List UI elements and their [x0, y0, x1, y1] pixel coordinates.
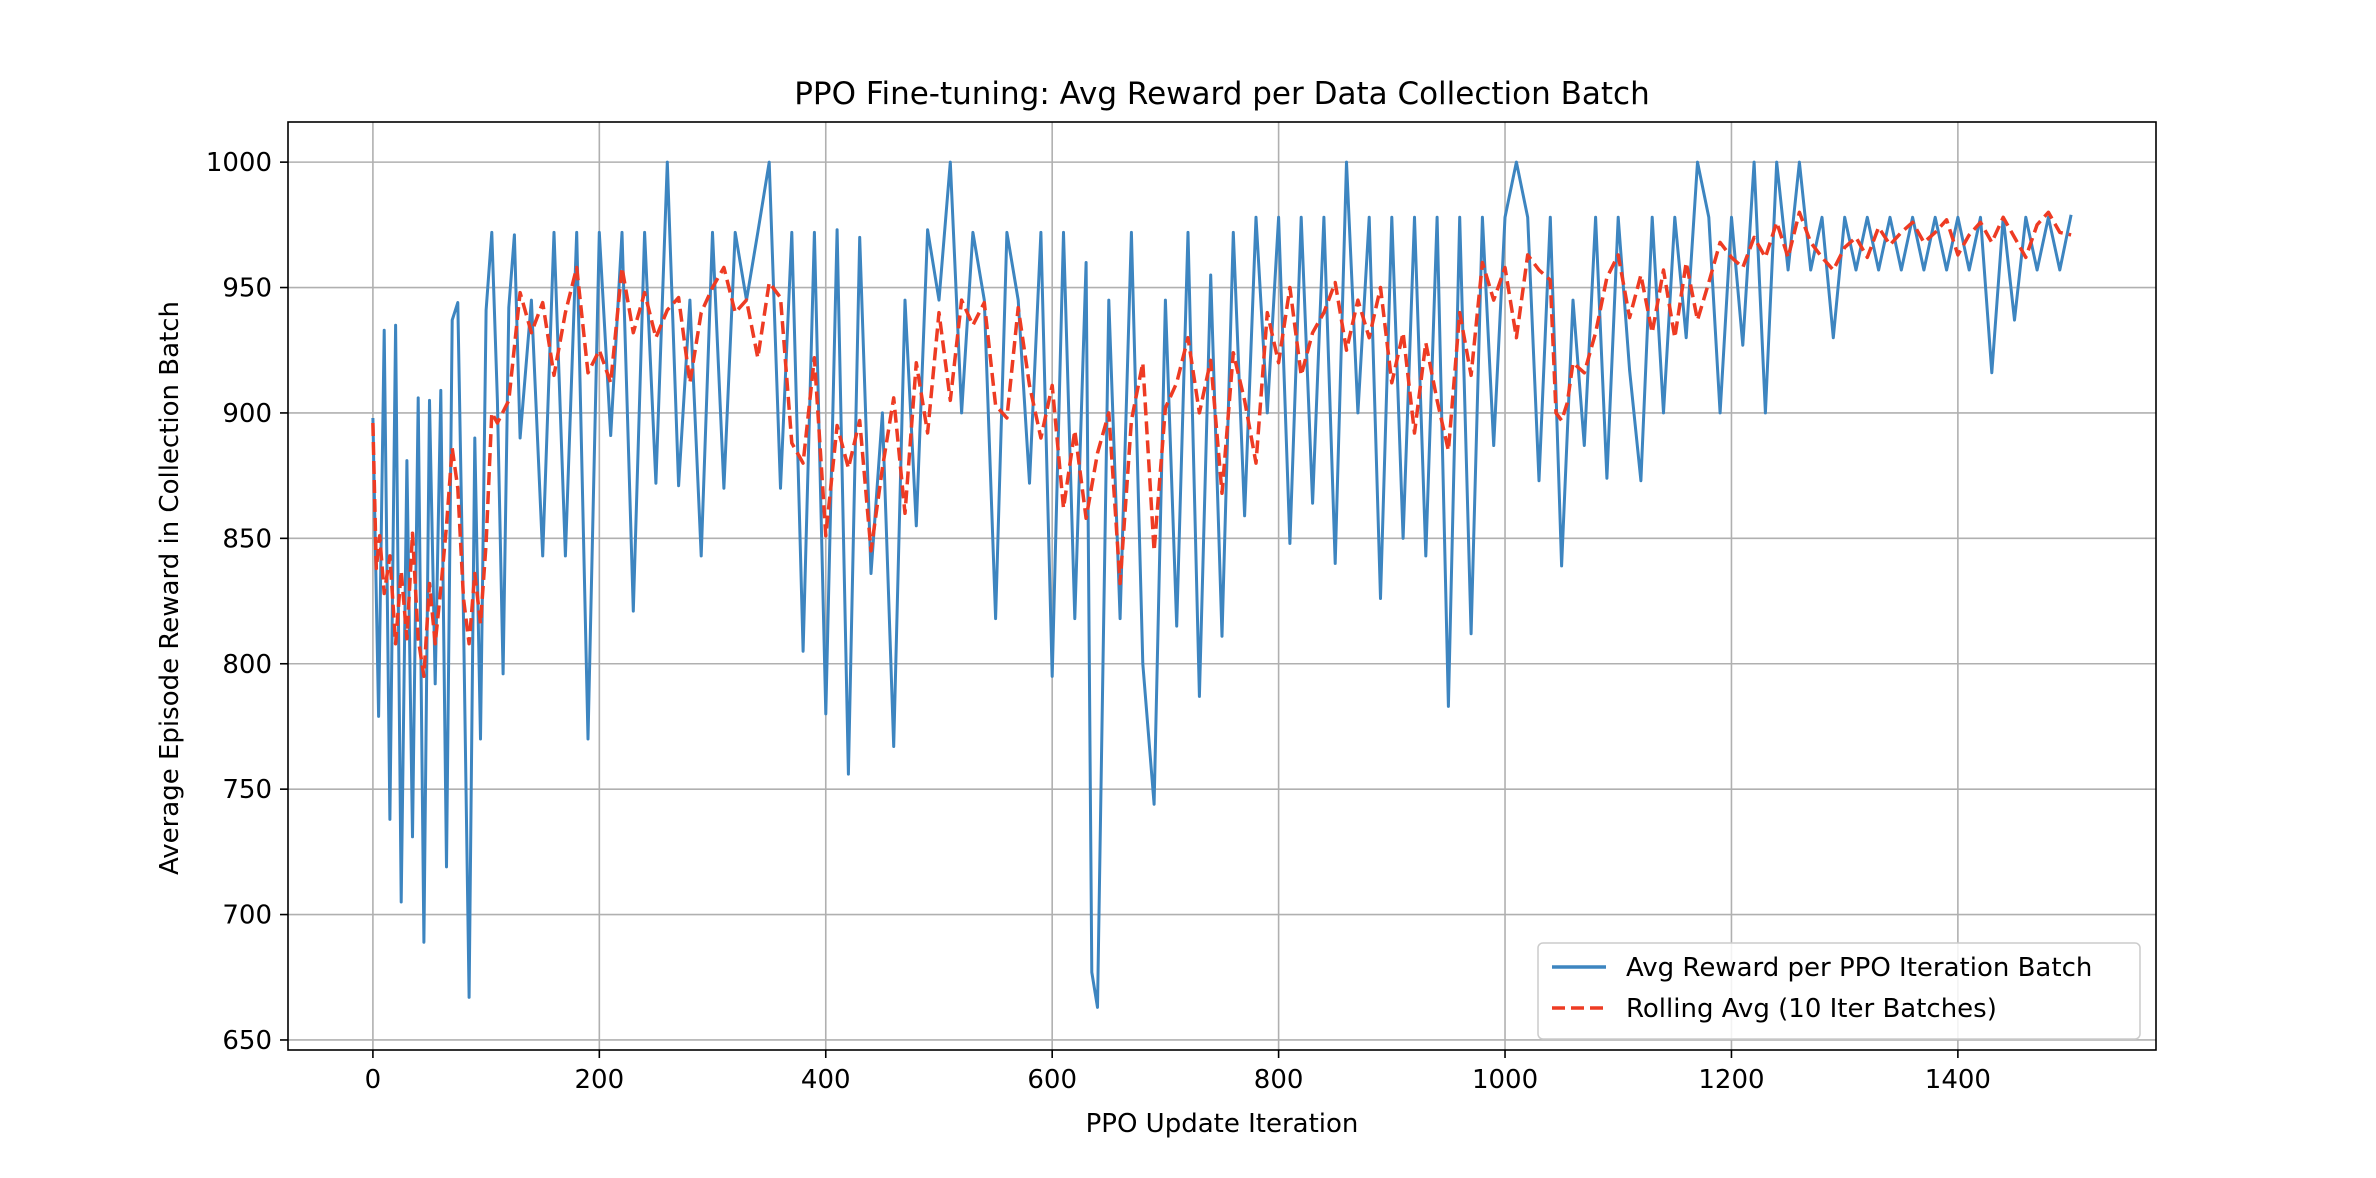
- axis-ticks: 0 200 400 600 800 1000 1200 1400 650 700 750 800 850…: [206, 148, 1991, 1095]
- legend-label-reward: Avg Reward per PPO Iteration Batch: [1626, 953, 2092, 983]
- x-tick-label: 200: [575, 1065, 625, 1095]
- y-tick-label: 700: [222, 901, 272, 931]
- plot-frame: [287, 121, 2157, 1051]
- x-tick-label: 600: [1027, 1065, 1077, 1095]
- x-tick-label: 1000: [1472, 1065, 1538, 1095]
- y-tick-label: 1000: [206, 148, 272, 178]
- legend-box: [1537, 942, 2141, 1040]
- x-tick-label: 400: [801, 1065, 851, 1095]
- x-tick-label: 1200: [1698, 1065, 1764, 1095]
- x-tick-label: 1400: [1925, 1065, 1991, 1095]
- plot-series-area: [371, 160, 2073, 1009]
- legend-label-rolling: Rolling Avg (10 Iter Batches): [1626, 994, 1997, 1024]
- series-line-avg-reward: [371, 160, 2073, 1009]
- y-tick-label: 950: [222, 274, 272, 304]
- grid: [288, 122, 2156, 1050]
- y-tick-label: 650: [222, 1026, 272, 1056]
- series-line-rolling-avg: [371, 210, 2072, 679]
- x-axis-label: PPO Update Iteration: [1086, 1109, 1359, 1139]
- chart-title: PPO Fine-tuning: Avg Reward per Data Col…: [794, 76, 1650, 112]
- y-axis-label: Average Episode Reward in Collection Bat…: [155, 301, 185, 875]
- legend: Avg Reward per PPO Iteration Batch Rolli…: [1537, 942, 2141, 1040]
- x-tick-label: 800: [1254, 1065, 1304, 1095]
- y-tick-label: 750: [222, 775, 272, 805]
- y-tick-label: 800: [222, 650, 272, 680]
- y-tick-label: 900: [222, 399, 272, 429]
- y-tick-label: 850: [222, 524, 272, 554]
- x-tick-label: 0: [365, 1065, 382, 1095]
